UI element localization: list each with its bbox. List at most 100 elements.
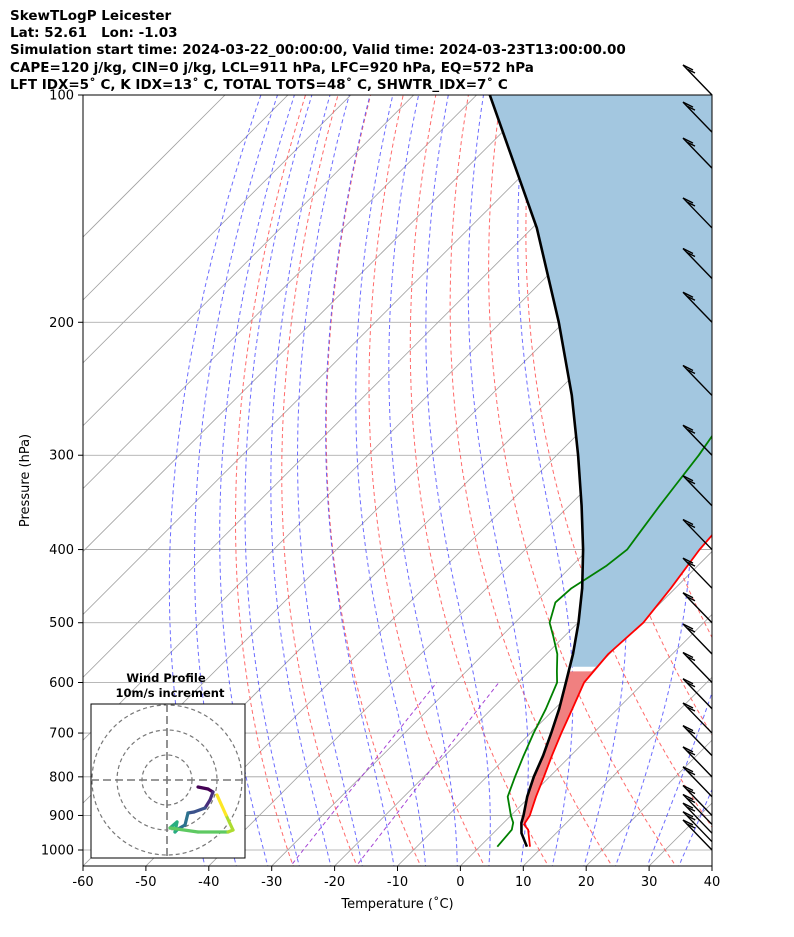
hodograph-content	[91, 704, 245, 858]
x-tick-label: -20	[324, 875, 345, 890]
chart-title: SkewTLogP Leicester	[10, 8, 172, 24]
wind-barb-flag	[682, 291, 694, 298]
time-line: Simulation start time: 2024-03-22_00:00:…	[10, 42, 626, 59]
wind-barb-flag	[686, 729, 696, 735]
wind-barb	[682, 475, 713, 507]
temperature-profile-line	[523, 533, 712, 847]
wind-barb-flag	[682, 811, 694, 818]
y-tick-label: 300	[49, 449, 74, 464]
wind-barb	[682, 623, 713, 655]
wind-barb-flag	[686, 823, 696, 829]
wind-barb-flag	[686, 251, 696, 258]
wind-barb-flag	[682, 64, 694, 71]
location-line: Lat: 52.61 Lon: -1.03	[10, 25, 178, 42]
wind-barb-flag	[682, 766, 694, 773]
wind-barb-flag	[682, 137, 694, 144]
wind-barb	[682, 557, 713, 589]
x-tick-label: 20	[578, 875, 595, 890]
wind-barb-flag	[682, 725, 694, 732]
dry-adiabat-line	[728, 78, 794, 869]
isotherm-line	[83, 95, 226, 238]
wind-barb	[682, 518, 713, 551]
wind-barb-flag	[686, 141, 696, 147]
wind-barb-flag	[682, 197, 694, 204]
wind-barb	[682, 702, 713, 734]
wind-barb-flag	[682, 651, 694, 659]
cape-area	[489, 95, 712, 667]
wind-barb	[682, 247, 713, 279]
wind-barb-flag	[686, 68, 696, 74]
dry-adiabat-line	[561, 95, 712, 736]
y-tick-label: 1000	[41, 844, 74, 859]
y-axis-title: Pressure (hPa)	[18, 434, 33, 527]
wind-barb	[682, 197, 713, 229]
mixing-ratio-line	[289, 682, 438, 866]
params-line: CAPE=120 j/kg, CIN=0 j/kg, LCL=911 hPa, …	[10, 59, 534, 76]
moist-adiabat-line	[467, 95, 529, 866]
wind-barb-flag	[686, 655, 696, 662]
hodograph-trace-segment	[168, 826, 200, 834]
wind-barb-flag	[686, 627, 696, 633]
wind-barb-flag	[686, 706, 696, 712]
hodograph-subtitle: 10m/s increment	[116, 686, 225, 700]
wind-barb	[682, 746, 713, 778]
indices-line: LFT IDX=5˚ C, K IDX=13˚ C, TOTAL TOTS=48…	[10, 76, 508, 93]
wind-barb-flag	[682, 793, 694, 801]
wind-barb	[682, 291, 713, 323]
wind-barb-flag	[686, 797, 696, 804]
chart-header: SkewTLogP Leicester Lat: 52.61 Lon: -1.0…	[10, 8, 626, 94]
x-axis-title: Temperature (˚C)	[340, 896, 453, 912]
isotherm-line	[711, 865, 712, 866]
isotherm-line	[83, 95, 541, 553]
wind-barb	[682, 592, 713, 624]
x-tick-label: 10	[515, 875, 532, 890]
wind-barb-flag	[686, 201, 696, 207]
hodograph-trace-segment	[183, 811, 190, 827]
y-tick-label: 800	[49, 770, 74, 785]
wind-barb	[682, 784, 713, 816]
y-tick-label: 900	[49, 809, 74, 824]
hodograph-trace-segment	[196, 785, 210, 791]
y-tick-label: 200	[49, 316, 74, 331]
wind-barb	[682, 725, 713, 757]
y-tick-label: 700	[49, 727, 74, 742]
wind-barb-flag	[686, 788, 696, 795]
wind-barb-flag	[682, 702, 694, 709]
moist-adiabat-line	[297, 95, 363, 866]
moist-adiabat-line	[646, 691, 712, 866]
moist-adiabat-line	[425, 95, 491, 866]
dry-adiabat-line	[409, 95, 549, 866]
isotherm-line	[522, 676, 712, 866]
cin-area	[521, 671, 594, 823]
wind-barb	[682, 64, 713, 96]
moist-adiabat-line	[168, 95, 262, 866]
dry-adiabat-line	[281, 95, 358, 866]
wind-barb-flag	[682, 623, 694, 630]
hodograph-trace-segment	[192, 806, 207, 814]
wind-barb-flag	[686, 105, 696, 111]
dry-adiabat-line	[235, 95, 307, 866]
isotherm-line	[83, 95, 478, 490]
parcel-profile-line	[488, 95, 585, 848]
wind-barb-flag	[682, 592, 694, 599]
wind-barb-flag	[686, 295, 696, 301]
hodograph-title: Wind Profile	[126, 671, 206, 685]
y-tick-label: 400	[49, 543, 74, 558]
dry-adiabat-line	[760, 78, 794, 869]
isotherm-line	[83, 95, 289, 301]
isotherm-line	[83, 95, 352, 364]
wind-barb	[682, 137, 713, 169]
wind-barb-flag	[682, 784, 694, 792]
wind-barb-flag	[686, 770, 696, 776]
wind-barb	[682, 364, 713, 396]
y-tick-label: 100	[49, 89, 74, 104]
y-tick-label: 500	[49, 616, 74, 631]
y-tick-label: 600	[49, 676, 74, 691]
wind-barb-flag	[686, 806, 696, 812]
wind-barb	[682, 793, 713, 825]
isotherm-line	[396, 550, 712, 866]
x-tick-label: -40	[198, 875, 219, 890]
wind-barb-flag	[682, 802, 694, 809]
wind-barb	[682, 766, 713, 798]
